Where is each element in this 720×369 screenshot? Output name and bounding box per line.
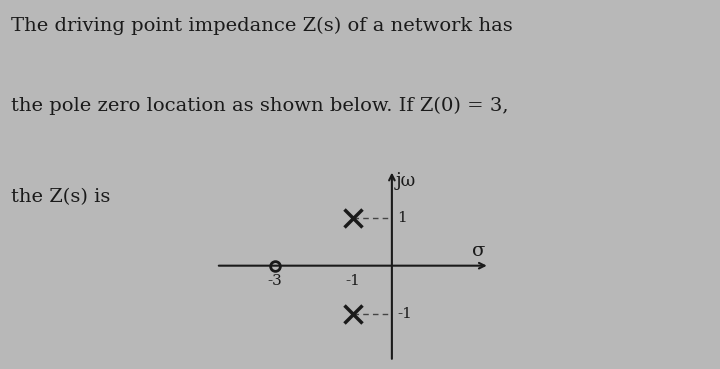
Text: the Z(s) is: the Z(s) is	[11, 188, 110, 206]
Text: jω: jω	[396, 172, 416, 190]
Text: -1: -1	[346, 274, 360, 288]
Text: 1: 1	[397, 211, 407, 225]
Text: The driving point impedance Z(s) of a network has: The driving point impedance Z(s) of a ne…	[11, 17, 513, 35]
Text: σ: σ	[472, 242, 486, 260]
Text: -1: -1	[397, 307, 412, 321]
Text: the pole zero location as shown below. If Z(0) = 3,: the pole zero location as shown below. I…	[11, 96, 508, 114]
Text: -3: -3	[267, 274, 282, 288]
